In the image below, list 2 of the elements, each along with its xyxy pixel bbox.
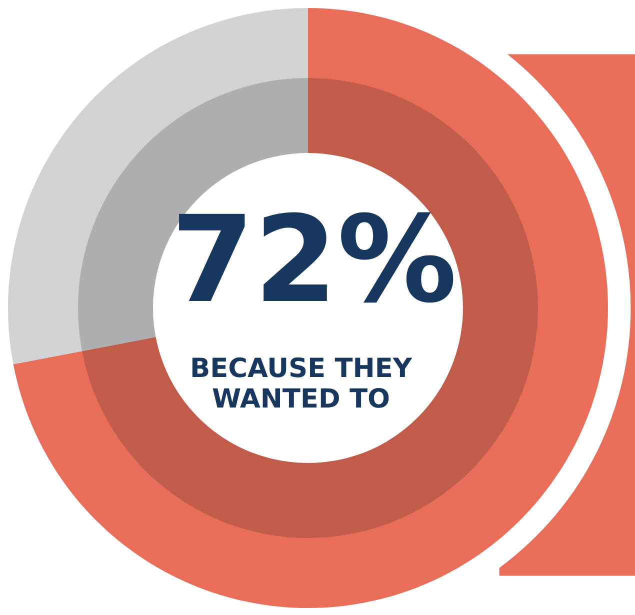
text: BECAUSE THEY WANTED TO <box>192 357 412 408</box>
data-label: 72% <box>179 212 454 303</box>
